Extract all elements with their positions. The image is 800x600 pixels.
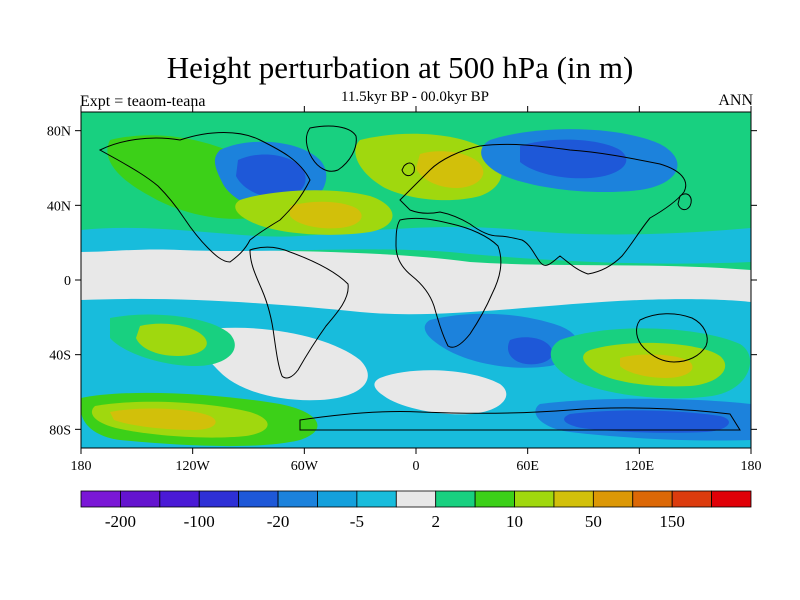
colorbar-swatch bbox=[514, 490, 555, 508]
lat-tick-label: 40S bbox=[49, 349, 71, 364]
lat-tick-label: 80S bbox=[49, 423, 71, 438]
field-zone-na-darkblue bbox=[236, 154, 306, 198]
colorbar-swatch bbox=[159, 490, 200, 508]
experiment-label: Expt = teaom-teana bbox=[80, 93, 206, 110]
colorbar-swatch bbox=[80, 490, 121, 508]
lon-tick-label: 60E bbox=[516, 459, 539, 474]
lon-tick-label: 0 bbox=[413, 459, 420, 474]
colorbar-swatch bbox=[435, 490, 476, 508]
lon-tick-label: 180 bbox=[741, 459, 762, 474]
field-zone-sa-orange-south bbox=[110, 408, 216, 430]
colorbar-label: 2 bbox=[431, 512, 440, 531]
field-zone-atl-orange bbox=[290, 201, 362, 229]
longitude-axis: 180 120W 60W 0 60E 120E 180 bbox=[71, 106, 762, 474]
field-zone-sh-deepblue-mid bbox=[507, 337, 553, 365]
coast-uk bbox=[401, 162, 415, 177]
coast-africa bbox=[395, 217, 502, 348]
colorbar: -200 -100 -20 -5 2 10 50 150 bbox=[80, 490, 752, 531]
latitude-axis: 80N 40N 0 40S 80S bbox=[47, 125, 757, 438]
field-zone-nh-south-blue bbox=[81, 226, 751, 264]
coast-greenland bbox=[305, 125, 357, 172]
colorbar-label: -200 bbox=[105, 512, 136, 531]
colorbar-swatch bbox=[317, 490, 358, 508]
colorbar-label: -5 bbox=[350, 512, 364, 531]
colorbar-swatch bbox=[277, 490, 318, 508]
colorbar-swatch bbox=[198, 490, 240, 508]
season-label: ANN bbox=[718, 92, 753, 109]
colorbar-swatch bbox=[395, 490, 437, 508]
field-zone-sh-lightgray bbox=[196, 327, 368, 401]
field-zone-asia-deepblue bbox=[520, 139, 627, 179]
colorbar-swatch bbox=[711, 490, 752, 508]
field-zone-sh-orange-east bbox=[620, 354, 693, 378]
coast-antarctica bbox=[299, 407, 741, 431]
map-panel bbox=[80, 111, 752, 449]
colorbar-label: 150 bbox=[659, 512, 685, 531]
colorbar-swatch bbox=[632, 490, 673, 508]
colorbar-label: -100 bbox=[184, 512, 215, 531]
colorbar-swatch bbox=[356, 490, 397, 508]
coast-south-america bbox=[249, 246, 349, 379]
colorbar-swatch bbox=[120, 490, 161, 508]
lat-tick-label: 80N bbox=[47, 125, 71, 140]
lat-tick-label: 40N bbox=[47, 199, 71, 214]
colorbar-label: 10 bbox=[506, 512, 523, 531]
colorbar-swatch bbox=[553, 490, 594, 508]
lat-tick-label: 0 bbox=[64, 274, 71, 289]
lon-tick-label: 120W bbox=[176, 459, 211, 474]
lon-tick-label: 180 bbox=[71, 459, 92, 474]
map-subtitle: 11.5kyr BP - 00.0kyr BP bbox=[340, 89, 490, 105]
colorbar-swatch bbox=[238, 490, 279, 508]
field-zone-ant-deepblue bbox=[564, 410, 729, 433]
colorbar-swatch bbox=[671, 490, 712, 508]
coast-australia bbox=[636, 313, 708, 363]
map-title: Height perturbation at 500 hPa (in m) bbox=[166, 50, 634, 85]
field-zone-sh-yellow-west bbox=[136, 323, 207, 356]
field-zone-sh-gray-mid bbox=[374, 370, 507, 415]
lon-tick-label: 60W bbox=[291, 459, 319, 474]
coast-north-america bbox=[98, 132, 311, 263]
field-zone-eu-orange bbox=[416, 151, 484, 188]
colorbar-label: -20 bbox=[267, 512, 290, 531]
colorbar-swatch bbox=[474, 490, 515, 508]
colorbar-swatch bbox=[592, 490, 634, 508]
coastlines bbox=[98, 125, 741, 431]
coast-japan bbox=[677, 193, 692, 211]
colorbar-label: 50 bbox=[585, 512, 602, 531]
coast-europe-asia bbox=[399, 143, 687, 275]
lon-tick-label: 120E bbox=[625, 459, 655, 474]
